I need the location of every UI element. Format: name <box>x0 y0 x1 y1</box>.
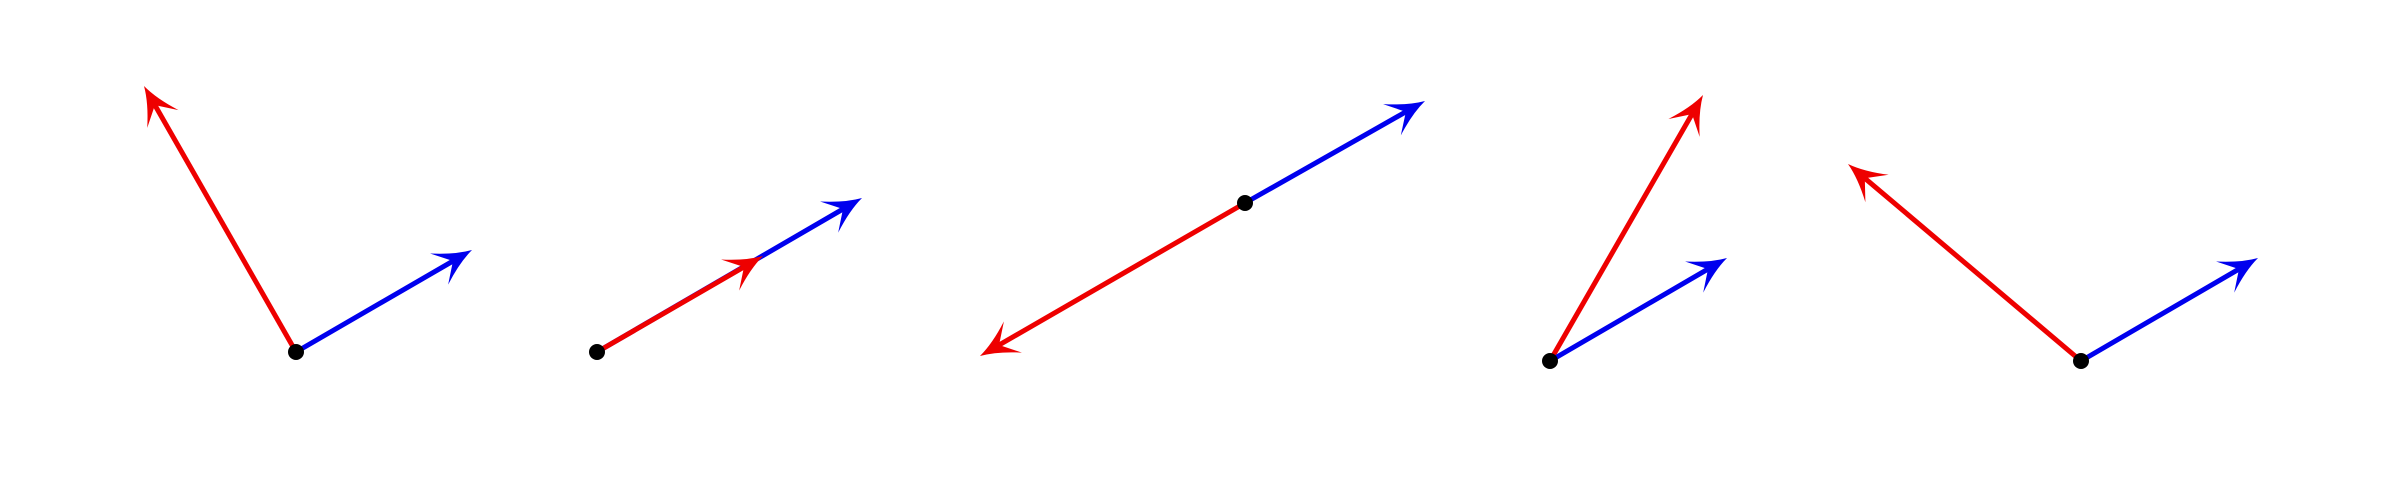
blue-vector-5-shaft <box>2079 265 2242 364</box>
red-vector-3 <box>980 200 1247 356</box>
vector-pair-3 <box>980 101 1425 356</box>
panels-layer <box>144 86 2258 369</box>
origin-point-4 <box>1542 353 1558 369</box>
red-vector-2 <box>595 256 763 355</box>
vector-pair-5 <box>1848 164 2258 369</box>
red-vector-3-arrowhead <box>980 321 1022 356</box>
red-vector-2-arrowhead <box>721 256 763 291</box>
blue-vector-1-arrowhead <box>430 250 472 285</box>
red-vector-1-arrowhead <box>144 86 179 128</box>
blue-vector-4-shaft <box>1548 265 1711 364</box>
red-vector-5 <box>1848 164 2083 363</box>
red-vector-1 <box>144 86 299 354</box>
vector-pair-2 <box>589 198 862 360</box>
blue-vector-3-shaft <box>1243 108 1409 206</box>
red-vector-3-shaft <box>996 200 1247 349</box>
origin-point-3 <box>1237 195 1253 211</box>
origin-point-1 <box>288 344 304 360</box>
blue-vector-5-arrowhead <box>2216 258 2258 293</box>
red-vector-5-shaft <box>1861 175 2083 363</box>
blue-vector-5 <box>2079 258 2258 364</box>
blue-vector-2-arrowhead <box>820 198 862 233</box>
origin-point-2 <box>589 344 605 360</box>
red-vector-4 <box>1547 95 1703 363</box>
red-vector-4-arrowhead <box>1668 95 1703 137</box>
blue-vector-3 <box>1243 101 1425 206</box>
blue-vector-4-arrowhead <box>1685 258 1727 293</box>
blue-vector-1 <box>294 250 472 355</box>
blue-vector-4 <box>1548 258 1727 364</box>
red-vector-2-shaft <box>595 263 747 355</box>
vector-pair-4 <box>1542 95 1727 369</box>
vector-pair-1 <box>144 86 472 360</box>
red-vector-4-shaft <box>1547 111 1696 363</box>
blue-vector-3-arrowhead <box>1383 101 1425 136</box>
red-vector-5-arrowhead <box>1848 164 1889 203</box>
red-vector-1-shaft <box>151 102 299 354</box>
origin-point-5 <box>2073 353 2089 369</box>
blue-vector-1-shaft <box>294 257 456 355</box>
